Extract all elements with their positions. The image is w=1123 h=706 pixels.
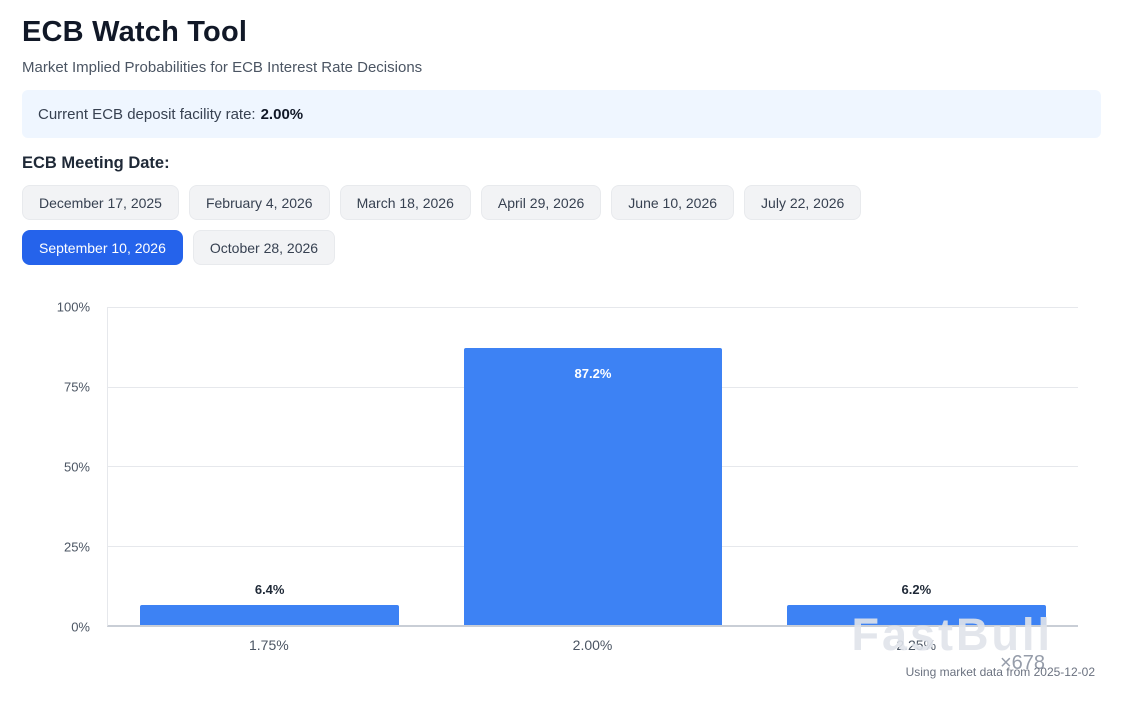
x-axis-label: 2.25%: [896, 637, 937, 653]
gridline: [108, 307, 1078, 308]
bar-value-label: 6.4%: [254, 581, 285, 597]
bar-slot: 87.2%: [431, 307, 754, 625]
bar-value-label: 6.2%: [901, 582, 932, 598]
y-axis-label: 50%: [63, 459, 90, 475]
meeting-date-buttons: December 17, 2025 February 4, 2026 March 1…: [22, 185, 1032, 265]
meeting-date-button[interactable]: June 10, 2026: [611, 185, 735, 220]
meeting-date-button[interactable]: October 28, 2026: [192, 230, 336, 265]
chart-plot-area: 6.4% 87.2% 6.2%: [107, 307, 1078, 627]
x-axis-label: 2.00%: [572, 637, 613, 653]
meeting-date-button[interactable]: March 18, 2026: [339, 185, 471, 220]
current-rate-label: Current ECB deposit facility rate:: [38, 105, 256, 123]
current-rate-banner: Current ECB deposit facility rate: 2.00%: [22, 90, 1101, 138]
page-title: ECB Watch Tool: [22, 16, 248, 48]
meeting-date-button[interactable]: December 17, 2025: [22, 185, 179, 220]
current-rate-value: 2.00%: [260, 105, 304, 123]
probability-bar: [140, 604, 399, 625]
y-axis-label: 75%: [63, 379, 90, 395]
y-axis: 0% 25% 50% 75% 100%: [22, 300, 100, 635]
page-subtitle: Market Implied Probabilities for ECB Int…: [22, 59, 423, 76]
bar-slot: 6.4%: [108, 307, 431, 625]
y-axis-label: 0%: [71, 619, 90, 635]
probability-chart: 0% 25% 50% 75% 100% 6.4% 87.2% 6.2% 1.75% 2.00%…: [22, 300, 1101, 681]
x-axis: 1.75% 2.00% 2.25%: [107, 637, 1078, 653]
meeting-date-button-selected[interactable]: September 10, 2026: [22, 230, 183, 265]
meeting-date-button[interactable]: April 29, 2026: [480, 185, 602, 220]
y-axis-label: 25%: [63, 539, 90, 555]
meeting-date-section-label: ECB Meeting Date:: [22, 154, 170, 172]
probability-bar: [786, 605, 1046, 625]
meeting-date-button[interactable]: July 22, 2026: [744, 185, 862, 220]
probability-bar: [463, 347, 723, 625]
data-source-note: Using market data from 2025-12-02: [905, 665, 1095, 679]
bar-value-label: 87.2%: [574, 365, 612, 381]
meeting-date-button[interactable]: February 4, 2026: [188, 185, 330, 220]
y-axis-label: 100%: [56, 299, 90, 315]
bar-slot: 6.2%: [755, 307, 1078, 625]
x-axis-label: 1.75%: [248, 637, 289, 653]
